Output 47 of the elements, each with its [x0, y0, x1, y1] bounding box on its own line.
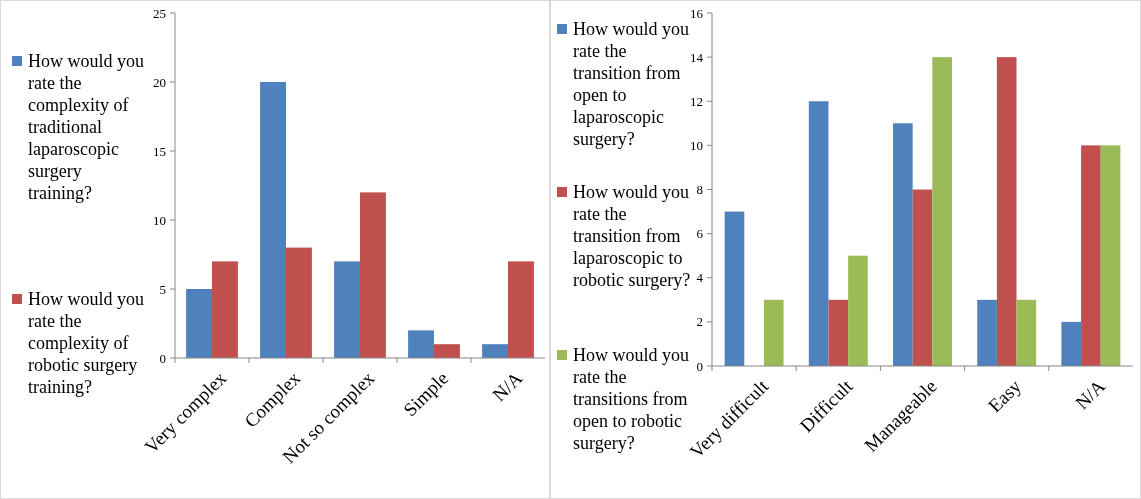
x-tick-label: N/A	[488, 367, 527, 406]
legend-label: How would you rate the complexity of robotic surgery training?	[28, 289, 144, 398]
bar	[334, 261, 360, 358]
y-tick-label: 12	[690, 93, 703, 109]
y-tick-label: 10	[690, 137, 703, 153]
y-tick-label: 10	[153, 212, 166, 228]
bar	[482, 344, 508, 358]
y-tick-label: 14	[690, 49, 704, 65]
bar	[286, 247, 312, 358]
bar	[893, 123, 913, 366]
bar	[434, 344, 460, 358]
bar	[260, 82, 286, 358]
bar	[724, 211, 745, 366]
bar	[763, 299, 784, 366]
y-tick-label: 5	[159, 281, 166, 297]
legend-label: How would you rate the transitions from open to robotic surgery?	[573, 345, 689, 454]
bar	[360, 192, 386, 358]
bar	[408, 330, 434, 358]
bar	[932, 57, 952, 366]
x-tick-label: Easy	[983, 375, 1026, 417]
y-tick-label: 16	[690, 5, 704, 21]
bar	[848, 255, 868, 366]
bar	[996, 57, 1017, 366]
bar	[1016, 299, 1037, 366]
y-tick-label: 15	[153, 143, 166, 159]
bar	[1081, 145, 1101, 366]
y-tick-label: 2	[696, 314, 703, 330]
x-tick-label: N/A	[1071, 375, 1110, 414]
y-tick-label: 20	[153, 74, 166, 90]
y-tick-label: 4	[696, 270, 704, 286]
y-tick-label: 6	[696, 226, 704, 242]
legend-label: How would you rate the complexity of traditional laparoscopic surgery training?	[28, 51, 144, 204]
bar	[1061, 321, 1082, 366]
bar	[912, 189, 933, 366]
bar	[508, 261, 534, 358]
bar	[186, 289, 212, 358]
y-tick-label: 0	[696, 358, 703, 374]
legend-label: How would you rate the transition from open to laparoscopic surgery?	[573, 19, 689, 150]
bar	[808, 101, 829, 366]
legend-label: How would you rate the transition from laparoscopic to robotic surgery?	[573, 182, 691, 291]
bar	[1100, 145, 1121, 366]
y-tick-label: 0	[159, 350, 166, 366]
y-tick-label: 25	[153, 5, 166, 21]
bar	[828, 299, 849, 366]
y-tick-label: 8	[696, 182, 703, 198]
bar	[212, 261, 238, 358]
bar	[977, 299, 997, 366]
